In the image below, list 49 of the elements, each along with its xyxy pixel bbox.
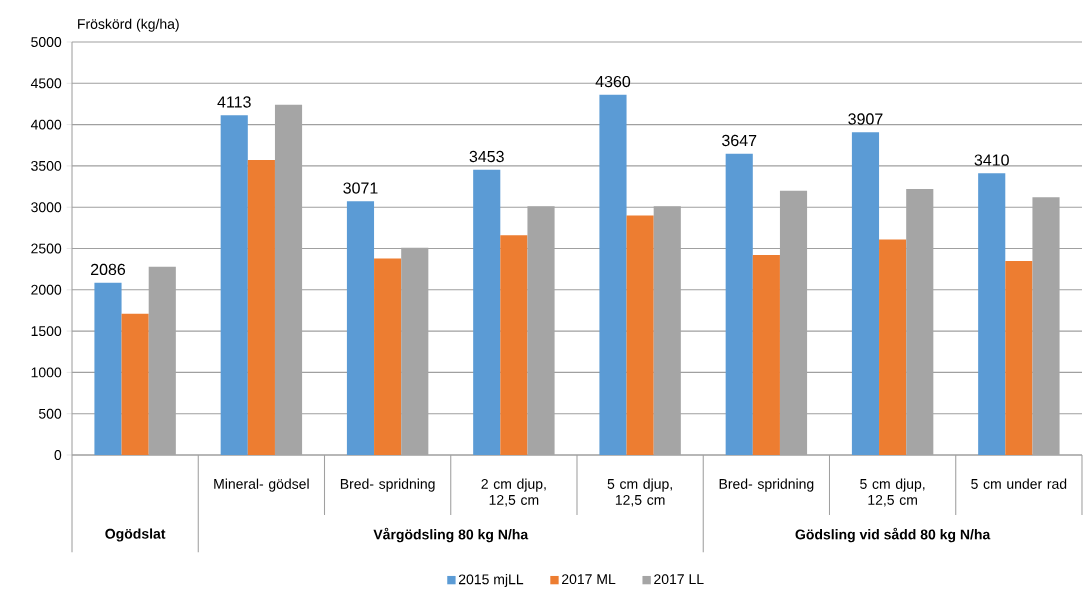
data-label: 3410 [974,154,1009,166]
bar [473,169,501,455]
x-tick-label: Bred- spridning [719,478,814,492]
data-label: 2086 [90,263,126,276]
y-tick-label: 2000 [31,284,62,295]
bar [220,115,248,455]
y-tick-label: 4000 [30,119,62,130]
bar [500,235,528,455]
y-tick-label: 0 [54,450,62,460]
data-label: 4360 [595,75,631,88]
x-tick-label: 2 cm djup, 12,5 cm [481,478,546,507]
legend-label: 2017 ML [562,574,616,585]
legend-label: 2015 mjLL [458,574,524,588]
y-tick-label: 5000 [31,37,62,47]
data-label: 4113 [217,96,251,108]
y-axis-title: Fröskörd (kg/ha) [78,18,179,32]
data-label: 3071 [343,182,378,194]
text: Ogödslat [105,528,166,542]
bar [725,153,753,455]
y-tick-label: 1000 [31,367,62,378]
y-tick-label: 2500 [31,243,62,254]
bar [851,132,880,455]
bar [94,282,122,455]
x-tick-label: Bred- spridning [340,478,435,492]
data-label: 3453 [469,150,504,163]
bar [626,215,654,455]
bar [121,313,149,455]
data-label: 3647 [722,134,757,147]
data-label: 3907 [848,113,883,125]
bar [346,201,375,455]
bar [978,173,1006,455]
y-tick-label: 500 [38,408,62,419]
bar [247,160,275,455]
legend-label: 2017 LL [654,574,704,585]
bar [1005,260,1033,455]
x-tick-label: Mineral- gödsel [214,478,309,492]
bar [879,239,907,455]
y-tick-label: 3000 [31,202,62,213]
x-tick-label: 5 cm djup, 12,5 cm [860,478,925,507]
y-tick-label: 1500 [31,326,62,337]
bar [374,258,402,455]
text: Vårgödsling 80 kg N/ha [373,527,529,543]
y-tick-label: 3500 [31,160,62,171]
bar [599,94,627,455]
bar [752,255,780,455]
text: Gödsling vid sådd 80 kg N/ha [795,527,991,543]
y-tick-label: 4500 [30,78,62,89]
x-tick-label: 5 cm djup, 12,5 cm [607,478,672,507]
x-tick-label: 5 cm under rad [971,478,1067,489]
